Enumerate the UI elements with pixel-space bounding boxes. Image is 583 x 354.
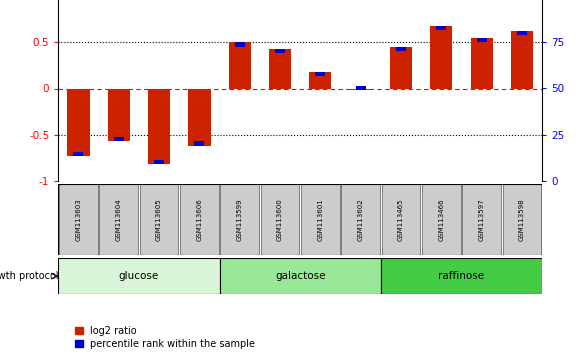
Bar bbox=[275, 49, 285, 53]
Bar bbox=[315, 72, 325, 76]
Text: GSM113602: GSM113602 bbox=[358, 198, 364, 241]
Bar bbox=[350, 88, 372, 90]
Bar bbox=[261, 184, 300, 255]
Text: GSM113466: GSM113466 bbox=[438, 198, 444, 241]
Bar bbox=[68, 88, 90, 156]
Bar bbox=[511, 30, 533, 88]
Bar bbox=[477, 38, 487, 42]
Bar bbox=[148, 88, 170, 164]
Text: GSM113606: GSM113606 bbox=[196, 198, 202, 241]
Bar bbox=[390, 47, 412, 88]
Text: GSM113465: GSM113465 bbox=[398, 198, 404, 241]
Bar bbox=[180, 184, 219, 255]
Bar bbox=[503, 184, 542, 255]
Bar bbox=[381, 258, 542, 294]
Bar bbox=[269, 49, 291, 88]
Bar bbox=[356, 86, 366, 90]
Bar bbox=[229, 42, 251, 88]
Bar bbox=[73, 152, 83, 156]
Text: growth protocol: growth protocol bbox=[0, 271, 58, 281]
Bar bbox=[154, 160, 164, 164]
Text: GSM113603: GSM113603 bbox=[75, 198, 82, 241]
Bar bbox=[470, 38, 493, 88]
Text: GSM113600: GSM113600 bbox=[277, 198, 283, 241]
Text: GSM113601: GSM113601 bbox=[317, 198, 324, 241]
Bar bbox=[58, 258, 220, 294]
Bar bbox=[114, 137, 124, 141]
Bar bbox=[220, 258, 381, 294]
Bar bbox=[140, 184, 178, 255]
Bar bbox=[108, 88, 130, 141]
Text: GSM113605: GSM113605 bbox=[156, 198, 162, 241]
Bar bbox=[396, 47, 406, 51]
Text: GSM113599: GSM113599 bbox=[237, 198, 243, 241]
Bar bbox=[301, 184, 340, 255]
Bar bbox=[220, 184, 259, 255]
Bar bbox=[517, 30, 527, 35]
Bar bbox=[100, 184, 138, 255]
Bar bbox=[188, 88, 210, 145]
Bar bbox=[382, 184, 420, 255]
Bar bbox=[342, 184, 380, 255]
Legend: log2 ratio, percentile rank within the sample: log2 ratio, percentile rank within the s… bbox=[75, 326, 255, 349]
Bar bbox=[195, 141, 205, 145]
Text: raffinose: raffinose bbox=[438, 271, 484, 281]
Bar bbox=[235, 42, 245, 47]
Bar bbox=[430, 26, 452, 88]
Bar bbox=[310, 72, 332, 88]
Text: galactose: galactose bbox=[275, 271, 325, 281]
Text: GSM113604: GSM113604 bbox=[116, 198, 122, 241]
Text: GSM113597: GSM113597 bbox=[479, 198, 484, 241]
Bar bbox=[437, 26, 447, 30]
Bar bbox=[422, 184, 461, 255]
Bar bbox=[462, 184, 501, 255]
Bar bbox=[59, 184, 98, 255]
Text: glucose: glucose bbox=[119, 271, 159, 281]
Text: GSM113598: GSM113598 bbox=[519, 198, 525, 241]
